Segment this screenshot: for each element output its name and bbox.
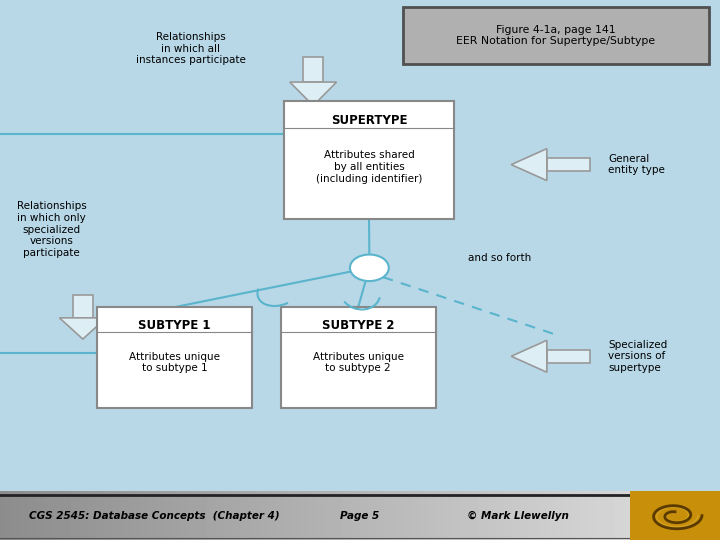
FancyBboxPatch shape: [403, 8, 709, 64]
Text: © Mark Llewellyn: © Mark Llewellyn: [467, 511, 570, 521]
Bar: [97, 307, 252, 408]
Bar: [284, 101, 454, 219]
Text: Attributes shared
by all entities
(including identifier): Attributes shared by all entities (inclu…: [316, 151, 422, 184]
Polygon shape: [289, 82, 337, 106]
Text: General
entity type: General entity type: [608, 154, 665, 176]
Circle shape: [350, 254, 389, 281]
Text: Figure 4-1a, page 141
EER Notation for Supertype/Subtype: Figure 4-1a, page 141 EER Notation for S…: [456, 25, 655, 46]
Bar: [547, 349, 590, 363]
Text: and so forth: and so forth: [468, 253, 531, 263]
Polygon shape: [511, 148, 547, 180]
Bar: [303, 57, 323, 82]
Text: Page 5: Page 5: [341, 511, 379, 521]
Polygon shape: [60, 318, 107, 339]
Text: Attributes unique
to subtype 2: Attributes unique to subtype 2: [312, 352, 404, 373]
Text: Specialized
versions of
supertype: Specialized versions of supertype: [608, 340, 667, 373]
Polygon shape: [511, 340, 547, 372]
Bar: [547, 158, 590, 171]
Text: Relationships
in which all
instances participate: Relationships in which all instances par…: [136, 32, 246, 65]
Text: CGS 2545: Database Concepts  (Chapter 4): CGS 2545: Database Concepts (Chapter 4): [30, 511, 280, 521]
Bar: [281, 307, 436, 408]
Bar: [73, 295, 93, 318]
Text: Attributes unique
to subtype 1: Attributes unique to subtype 1: [129, 352, 220, 373]
Text: SUPERTYPE: SUPERTYPE: [330, 114, 408, 127]
Text: SUBTYPE 2: SUBTYPE 2: [322, 320, 395, 333]
Text: SUBTYPE 1: SUBTYPE 1: [138, 320, 211, 333]
Text: Relationships
in which only
specialized
versions
participate: Relationships in which only specialized …: [17, 201, 86, 258]
